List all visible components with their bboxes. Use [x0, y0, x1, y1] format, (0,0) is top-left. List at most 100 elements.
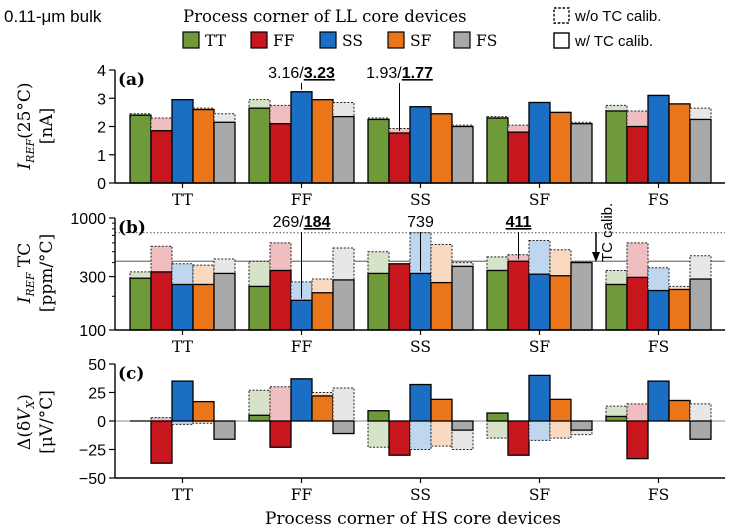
bar-w-calib-tt-fs	[213, 272, 236, 331]
bar-w-calib-fs-ss	[647, 289, 670, 331]
bar-w-calib-ss-ss	[409, 383, 432, 422]
bar-w-calib-ss-ss	[409, 106, 432, 184]
bar-w-calib-tt-ff	[150, 130, 173, 184]
panel-b-ylabel-2: [ppm/°C]	[37, 234, 57, 312]
bar-w-calib-tt-tt	[129, 277, 152, 331]
bar-w-calib-fs-fs	[689, 420, 712, 440]
legend-label-fs: FS	[476, 32, 497, 50]
y-tick-label: 50	[88, 357, 106, 374]
bar-w-calib-ss-tt	[367, 118, 390, 184]
bar-wo-calib-ss-ss	[409, 420, 432, 450]
panel-a-ylabel-1: IREF(25°C)	[15, 82, 37, 170]
bar-w-calib-ss-sf	[430, 398, 453, 422]
bar-w-calib-fs-ff	[626, 125, 649, 184]
bar-w-calib-ss-tt	[367, 272, 390, 331]
x-tick-label-tt: TT	[172, 338, 194, 356]
bar-wo-calib-sf-tt	[486, 420, 509, 439]
y-tick-label: 1000	[70, 211, 106, 228]
legend-label-sf: SF	[410, 32, 432, 50]
x-tick-label-tt: TT	[172, 191, 194, 209]
bar-w-calib-tt-ss	[171, 99, 194, 184]
annotation-0: 3.16/3.23	[268, 65, 335, 82]
y-tick-label: 1	[97, 148, 106, 165]
y-tick-label: 25	[88, 386, 106, 403]
panel-c-delta-vx: −50 −25 0 25 50 TT FF SS SF FS (c)	[79, 357, 725, 504]
bar-w-calib-ff-ss	[290, 378, 313, 422]
bar-w-calib-ff-tt	[248, 414, 271, 422]
bar-w-calib-sf-fs	[570, 261, 593, 331]
legend-swatch-tt	[182, 31, 200, 49]
legend-label-ff: FF	[273, 32, 295, 50]
bar-w-calib-fs-fs	[689, 278, 712, 331]
bar-w-calib-fs-sf	[668, 103, 691, 184]
x-tick-label-ff: FF	[291, 486, 313, 504]
bar-wo-calib-sf-ss	[528, 420, 551, 441]
x-axis-title: Process corner of HS core devices	[265, 509, 561, 529]
bar-w-calib-sf-ss	[528, 273, 551, 331]
bar-w-calib-ss-ff	[388, 420, 411, 456]
bar-w-calib-ss-fs	[451, 125, 474, 184]
bar-w-calib-tt-sf	[192, 283, 215, 331]
bar-wo-calib-ff-ff	[269, 386, 292, 422]
x-tick-label-ss: SS	[410, 486, 431, 504]
x-tick-label-fs: FS	[648, 338, 669, 356]
panel-label: (a)	[118, 70, 145, 90]
bar-w-calib-sf-tt	[486, 412, 509, 422]
bar-w-calib-ff-ss	[290, 91, 313, 184]
bar-w-calib-fs-tt	[605, 283, 628, 331]
bar-wo-calib-ff-fs	[332, 387, 355, 422]
y-tick-label: 2	[97, 120, 106, 137]
bar-w-calib-tt-ss	[171, 283, 194, 331]
x-tick-label-ss: SS	[410, 338, 431, 356]
tc-calib-arrowhead	[592, 252, 600, 262]
panel-b-ylabel-1: IREF TC	[15, 243, 37, 304]
bar-w-calib-ss-sf	[430, 113, 453, 184]
bar-w-calib-ss-sf	[430, 281, 453, 331]
bar-w-calib-sf-sf	[549, 398, 572, 422]
y-tick-label: −25	[79, 443, 106, 460]
x-tick-label-tt: TT	[172, 486, 194, 504]
bar-w-calib-tt-fs	[213, 420, 236, 440]
panel-c-ylabel-2: [μV/°C]	[37, 390, 57, 454]
x-tick-label-fs: FS	[648, 191, 669, 209]
bar-w-calib-ff-sf	[311, 395, 334, 422]
bar-w-calib-ss-tt	[367, 410, 390, 422]
bar-w-calib-ss-ss	[409, 272, 432, 331]
bar-w-calib-fs-ff	[626, 420, 649, 460]
bar-wo-calib-sf-sf	[549, 420, 572, 439]
x-tick-label-ff: FF	[291, 191, 313, 209]
panel-b-iref-tc: 100 300 1000 TT FF SS SF FS (b) 269/184 739 411 TC c…	[70, 203, 725, 356]
bar-w-calib-sf-fs	[570, 123, 593, 184]
solid-box-legend-swatch	[553, 32, 570, 49]
y-tick-label: 3	[97, 91, 106, 108]
annotation-0: 269/184	[273, 214, 331, 231]
bar-w-calib-fs-tt	[605, 110, 628, 184]
bar-w-calib-ss-fs	[451, 265, 474, 331]
tech-label: 0.11-μm bulk	[4, 7, 102, 26]
bar-w-calib-tt-ss	[171, 380, 194, 422]
panel-c-ylabel-1: Δ(δVX)	[15, 394, 37, 450]
bar-wo-calib-fs-ff	[626, 403, 649, 422]
corner-legend: TT FF SS SF FS	[182, 31, 497, 50]
calib-legend-with: w/ TC calib.	[574, 33, 653, 50]
bar-w-calib-ss-fs	[451, 420, 474, 431]
bar-w-calib-sf-fs	[570, 420, 593, 431]
legend-title: Process corner of LL core devices	[183, 7, 467, 26]
bar-w-calib-fs-ss	[647, 94, 670, 184]
y-tick-label: 0	[97, 414, 106, 431]
bar-w-calib-sf-ff	[507, 260, 530, 331]
legend-swatch-fs	[453, 31, 471, 49]
bar-w-calib-fs-fs	[689, 118, 712, 184]
legend-swatch-ss	[319, 31, 337, 49]
bar-w-calib-ff-sf	[311, 292, 334, 331]
bar-w-calib-sf-sf	[549, 275, 572, 331]
bar-w-calib-ff-sf	[311, 99, 334, 184]
bar-w-calib-sf-ff	[507, 420, 530, 456]
bar-w-calib-ff-ff	[269, 420, 292, 448]
bar-w-calib-sf-tt	[486, 117, 509, 184]
bar-w-calib-sf-sf	[549, 111, 572, 184]
bar-w-calib-tt-ff	[150, 271, 173, 331]
y-tick-label: 0	[97, 176, 106, 193]
x-tick-label-sf: SF	[529, 338, 551, 356]
